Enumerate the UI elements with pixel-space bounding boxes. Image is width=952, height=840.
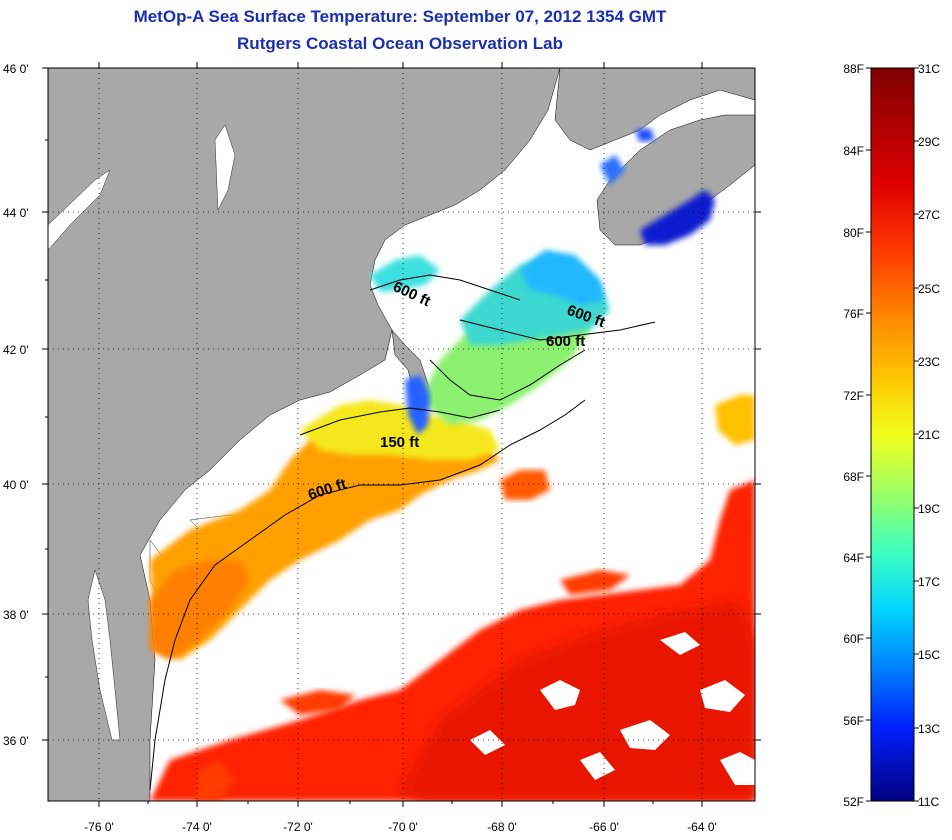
temperature-colorbar: 88F 84F 80F 76F 72F 68F 64F 60F 56F 52F … (843, 62, 940, 809)
cb-f-56: 56F (843, 714, 864, 728)
lon-label-64: -64 0' (687, 820, 717, 834)
lon-label-76: -76 0' (84, 820, 114, 834)
isobath-contours (149, 274, 656, 791)
cb-c-25: 25C (918, 282, 940, 296)
lon-label-68: -68 0' (487, 820, 517, 834)
contour-label-600ft-3: 600 ft (546, 333, 585, 350)
cb-c-11: 11C (918, 795, 939, 809)
lon-label-70: -70 0' (388, 820, 418, 834)
cb-f-52: 52F (843, 795, 864, 809)
land-mass (48, 68, 755, 801)
map-plot-area: 600 ft 600 ft 600 ft 150 ft 600 ft (48, 68, 755, 801)
cb-c-23: 23C (918, 355, 940, 369)
lat-label-42: 42 0' (3, 343, 29, 357)
cb-c-29: 29C (918, 135, 940, 149)
lon-label-72: -72 0' (283, 820, 313, 834)
lon-label-66: -66 0' (589, 820, 619, 834)
colorbar-gradient (870, 67, 915, 802)
cb-c-21: 21C (918, 428, 940, 442)
plot-frame (47, 67, 756, 802)
cb-f-76: 76F (843, 307, 864, 321)
cb-c-15: 15C (918, 648, 940, 662)
axis-ticks (42, 62, 761, 807)
graticule (48, 68, 755, 801)
cb-f-64: 64F (843, 551, 864, 565)
lat-label-46: 46 0' (3, 62, 29, 76)
lat-label-38: 38 0' (3, 608, 29, 622)
cb-c-13: 13C (918, 722, 940, 736)
latitude-labels: 46 0' 44 0' 42 0' 40 0' 38 0' 36 0' (3, 62, 29, 748)
celsius-labels: 31C 29C 27C 25C 23C 21C 19C 17C 15C 13C … (918, 62, 940, 809)
contour-label-150ft: 150 ft (380, 434, 419, 451)
sst-field (150, 128, 755, 801)
cb-c-19: 19C (918, 502, 940, 516)
fahrenheit-labels: 88F 84F 80F 76F 72F 68F 64F 60F 56F 52F (843, 62, 864, 809)
cb-f-80: 80F (843, 226, 864, 240)
cb-f-68: 68F (843, 470, 864, 484)
cb-c-27: 27C (918, 208, 940, 222)
lat-label-36: 36 0' (3, 734, 29, 748)
cb-c-31: 31C (918, 62, 940, 76)
map-subtitle: Rutgers Coastal Ocean Observation Lab (237, 34, 563, 53)
longitude-labels: -76 0' -74 0' -72 0' -70 0' -68 0' -66 0… (84, 820, 717, 834)
cb-f-72: 72F (843, 389, 864, 403)
lat-label-40: 40 0' (3, 478, 29, 492)
map-title: MetOp-A Sea Surface Temperature: Septemb… (133, 7, 667, 26)
cb-c-17: 17C (918, 575, 940, 589)
cb-f-88: 88F (843, 62, 864, 76)
lat-label-44: 44 0' (3, 206, 29, 220)
cb-f-84: 84F (843, 144, 864, 158)
cb-f-60: 60F (843, 632, 864, 646)
lon-label-74: -74 0' (182, 820, 212, 834)
cloud-mask (470, 632, 755, 785)
